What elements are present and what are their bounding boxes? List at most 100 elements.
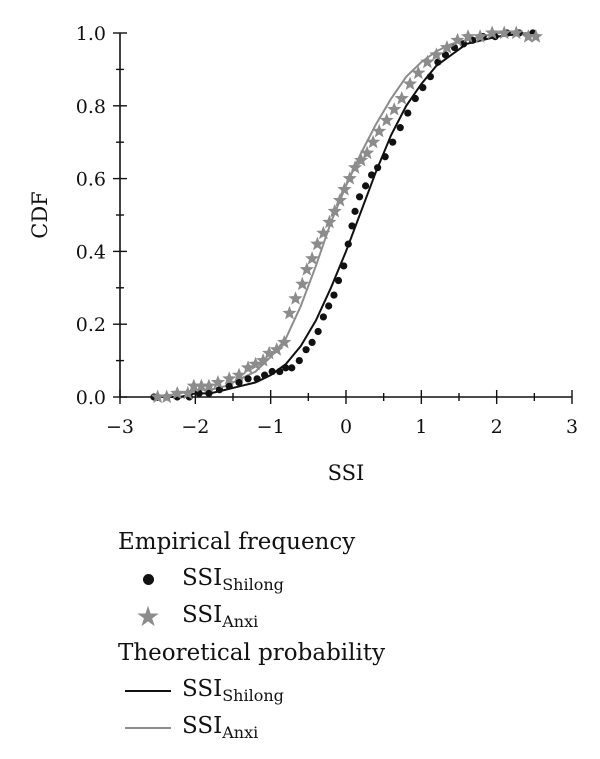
data-point-star-anxi — [299, 262, 314, 276]
data-point-star-anxi — [282, 305, 297, 320]
data-point-star-anxi — [288, 291, 303, 305]
data-point-star-anxi — [365, 134, 381, 149]
data-point-star-anxi — [347, 160, 363, 174]
legend-label-empirical-shilong: SSIShilong — [182, 564, 284, 594]
data-point-dot-shilong — [225, 382, 233, 390]
data-point-dot-shilong — [404, 109, 412, 117]
data-point-star-anxi — [460, 29, 476, 43]
data-point-dot-shilong — [389, 138, 397, 146]
data-point-dot-shilong — [325, 302, 333, 310]
data-point-dot-shilong — [205, 389, 213, 397]
data-point-star-anxi — [310, 236, 325, 251]
data-point-star-anxi — [509, 25, 524, 40]
data-point-star-anxi — [322, 214, 337, 229]
y-tick-label: 1.0 — [76, 23, 106, 45]
data-point-dot-shilong — [344, 240, 352, 248]
data-point-star-anxi — [528, 29, 543, 43]
x-tick-label: 3 — [566, 416, 578, 438]
data-point-dot-shilong — [426, 73, 434, 81]
data-point-dot-shilong — [351, 207, 359, 215]
star-marker-icon: ★ — [135, 599, 161, 633]
data-point-star-anxi — [353, 152, 369, 167]
data-point-star-anxi — [180, 385, 195, 400]
data-point-star-anxi — [379, 112, 394, 127]
legend-empirical-title: Empirical frequency — [118, 529, 356, 555]
data-point-dot-shilong — [381, 153, 389, 161]
data-point-dot-shilong — [411, 94, 419, 103]
data-point-star-anxi — [248, 356, 263, 371]
data-point-dot-shilong — [244, 375, 252, 383]
legend-item-empirical-anxi: ★ SSIAnxi — [118, 598, 538, 635]
data-point-star-anxi — [231, 367, 247, 382]
data-point-star-anxi — [521, 29, 536, 43]
plot-area: −3 −2 −1 0 1 2 3 0.0 0.2 0.4 0.6 0.8 1.0 SSI CDF — [28, 23, 578, 485]
data-point-star-anxi — [316, 225, 331, 240]
data-point-dot-shilong — [334, 276, 343, 285]
data-point-star-anxi — [429, 47, 444, 61]
data-point-star-anxi — [159, 389, 174, 404]
data-point-dot-shilong — [261, 371, 269, 379]
data-point-dot-shilong — [308, 338, 316, 346]
y-tick-label: 0.6 — [76, 169, 106, 191]
data-point-star-anxi — [201, 378, 217, 393]
data-point-star-anxi — [359, 145, 375, 160]
legend-item-theoretical-shilong: SSIShilong — [118, 672, 538, 709]
data-point-star-anxi — [450, 32, 465, 47]
data-point-dot-shilong — [253, 375, 261, 383]
legend-theoretical-title: Theoretical probability — [118, 640, 386, 666]
data-point-dot-shilong — [276, 367, 284, 376]
x-tick-label: 2 — [491, 416, 503, 438]
data-point-star-anxi — [210, 374, 226, 389]
legend-label-theoretical-anxi: SSIAnxi — [182, 712, 259, 742]
x-tick-label: 1 — [415, 416, 427, 438]
theoretical-curve-shilong — [157, 32, 535, 398]
data-point-dot-shilong — [361, 182, 370, 190]
x-tick-label: −1 — [257, 416, 285, 438]
data-point-star-anxi — [327, 203, 342, 218]
legend-label-theoretical-shilong: SSIShilong — [182, 675, 284, 705]
y-tick-label: 0.2 — [76, 314, 106, 336]
data-point-star-anxi — [439, 40, 455, 54]
data-point-dot-shilong — [396, 124, 404, 132]
data-point-star-anxi — [304, 251, 320, 265]
x-tick-label: 0 — [340, 416, 352, 438]
data-point-star-anxi — [150, 389, 165, 404]
data-point-star-anxi — [170, 385, 185, 400]
data-point-dot-shilong — [295, 357, 303, 365]
data-point-dot-shilong — [302, 346, 310, 354]
data-point-dot-shilong — [348, 222, 356, 230]
data-point-dot-shilong — [368, 171, 376, 179]
x-tick-label: −3 — [106, 416, 134, 438]
legend-item-empirical-shilong: SSIShilong — [118, 561, 538, 598]
black-line-icon — [118, 676, 178, 706]
data-point-dot-shilong — [419, 84, 427, 92]
data-point-dot-shilong — [340, 262, 348, 270]
data-point-star-anxi — [240, 360, 256, 374]
data-point-star-anxi — [411, 65, 426, 80]
data-point-star-anxi — [402, 76, 418, 91]
data-point-star-anxi — [269, 342, 284, 356]
data-point-star-anxi — [295, 276, 310, 291]
data-point-star-anxi — [262, 345, 277, 360]
dot-marker-icon — [118, 565, 178, 595]
data-point-dot-shilong — [288, 364, 296, 372]
data-point-star-anxi — [472, 29, 488, 43]
data-point-star-anxi — [387, 101, 402, 116]
data-point-star-anxi — [194, 378, 209, 393]
cdf-chart: −3 −2 −1 0 1 2 3 0.0 0.2 0.4 0.6 0.8 1.0 SSI CDF — [28, 23, 578, 485]
data-point-star-anxi — [394, 91, 409, 105]
data-point-dot-shilong — [319, 313, 327, 321]
data-point-dot-shilong — [441, 51, 450, 59]
data-point-dot-shilong — [282, 364, 290, 372]
legend-item-theoretical-anxi: SSIAnxi — [118, 709, 538, 746]
x-axis-title: SSI — [328, 461, 365, 485]
data-point-star-anxi — [256, 353, 271, 367]
theoretical-curve-anxi — [157, 32, 535, 398]
data-point-dot-shilong — [268, 367, 276, 376]
data-point-star-anxi — [332, 192, 348, 207]
data-point-star-anxi — [337, 182, 352, 196]
data-point-star-anxi — [372, 123, 387, 138]
y-tick-label: 0.8 — [76, 96, 106, 118]
data-point-dot-shilong — [330, 291, 338, 299]
data-point-dot-shilong — [374, 164, 382, 172]
